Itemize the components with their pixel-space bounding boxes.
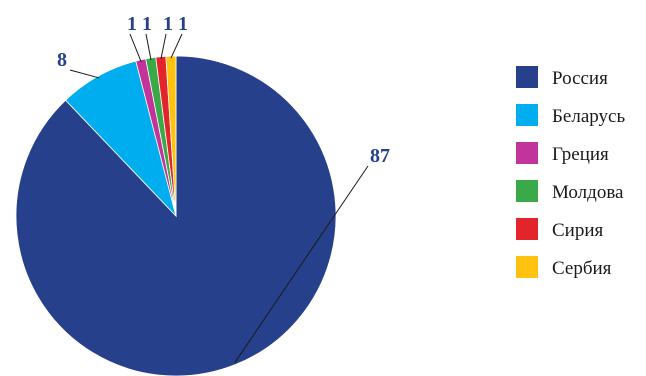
legend-label-1: Россия: [552, 68, 608, 89]
legend-swatch-3: [516, 142, 538, 164]
legend-label-2: Беларусь: [552, 106, 625, 127]
data-label-1: 87: [370, 145, 390, 167]
data-label-2: 8: [57, 49, 67, 71]
pie-slices: [15, 55, 337, 376]
data-label-6: 1: [178, 13, 188, 35]
data-label-3: 1: [127, 13, 137, 35]
data-label-4: 1: [142, 13, 152, 35]
legend-label-5: Сирия: [552, 220, 604, 241]
data-label-5: 1: [163, 13, 173, 35]
legend: Россия Беларусь Греция Молдова Сирия Сербия: [516, 66, 625, 279]
leader-line-5: [160, 33, 167, 59]
legend-swatch-1: [516, 66, 538, 88]
legend-swatch-4: [516, 180, 538, 202]
leader-line-6: [170, 33, 183, 59]
legend-swatch-2: [516, 104, 538, 126]
leader-line-3: [129, 33, 142, 63]
legend-swatch-5: [516, 218, 538, 240]
leader-line-2: [69, 69, 100, 79]
legend-label-4: Молдова: [552, 182, 624, 203]
leader-lines: [69, 33, 369, 363]
leader-line-1: [234, 165, 369, 363]
leader-line-4: [145, 33, 152, 61]
legend-swatch-6: [516, 256, 538, 278]
pie-slice-6: [165, 55, 177, 217]
legend-label-3: Греция: [552, 144, 609, 165]
legend-label-6: Сербия: [552, 258, 612, 279]
